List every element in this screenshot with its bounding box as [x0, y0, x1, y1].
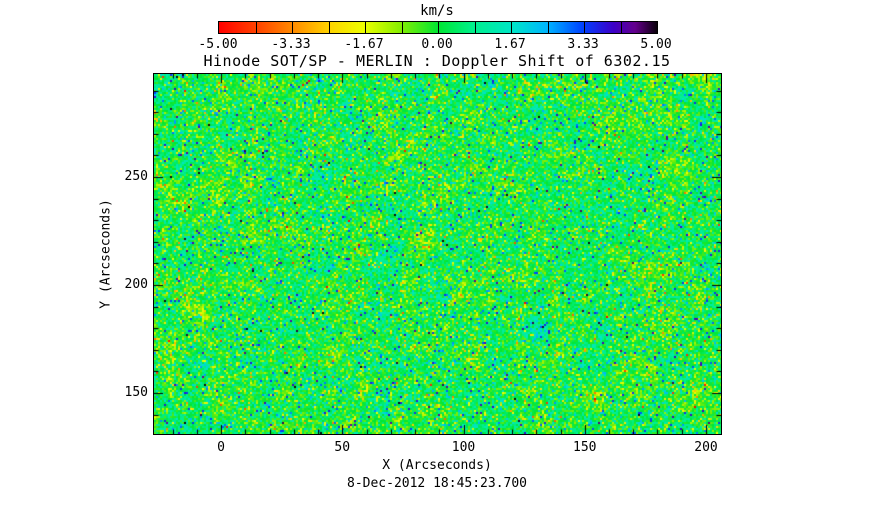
observation-timestamp: 8-Dec-2012 18:45:23.700 [346, 476, 528, 491]
x-tick-label: 100 [451, 440, 476, 455]
colorbar-tick-label: 0.00 [421, 37, 453, 52]
colorbar-minor-tick [292, 22, 293, 33]
y-tick-label: 200 [124, 277, 148, 292]
colorbar-minor-tick [365, 22, 366, 33]
colorbar-tick-label: -5.00 [198, 37, 238, 52]
colorbar-tick-label: 3.33 [567, 37, 599, 52]
colorbar-minor-tick [438, 22, 439, 33]
plot-title: Hinode SOT/SP - MERLIN : Doppler Shift o… [203, 52, 671, 70]
x-tick-label: 50 [334, 440, 351, 455]
colorbar-minor-tick [401, 22, 403, 33]
y-axis-label: Y (Arcseconds) [98, 199, 114, 309]
y-tick-label: 250 [124, 169, 148, 184]
colorbar-tick-label: -3.33 [271, 37, 311, 52]
y-tick-label: 150 [124, 385, 148, 400]
colorbar-minor-tick [584, 22, 585, 33]
colorbar-tick-label: 1.67 [494, 37, 526, 52]
x-tick-label: 200 [694, 440, 718, 455]
colorbar-tick-label: -1.67 [344, 37, 384, 52]
colorbar-gradient [218, 21, 658, 34]
colorbar-minor-tick [474, 22, 476, 33]
colorbar-minor-tick [620, 22, 622, 33]
x-tick-label: 150 [573, 440, 597, 455]
x-tick-label: 0 [217, 440, 225, 455]
colorbar-minor-tick [255, 22, 257, 33]
colorbar-tick-label: 5.00 [640, 37, 672, 52]
colorbar-minor-tick [547, 22, 549, 33]
x-axis-label: X (Arcseconds) [382, 458, 492, 473]
colorbar-minor-tick [511, 22, 512, 33]
doppler-map-canvas [153, 73, 722, 435]
colorbar-title: km/s [420, 3, 454, 19]
colorbar-minor-tick [328, 22, 330, 33]
